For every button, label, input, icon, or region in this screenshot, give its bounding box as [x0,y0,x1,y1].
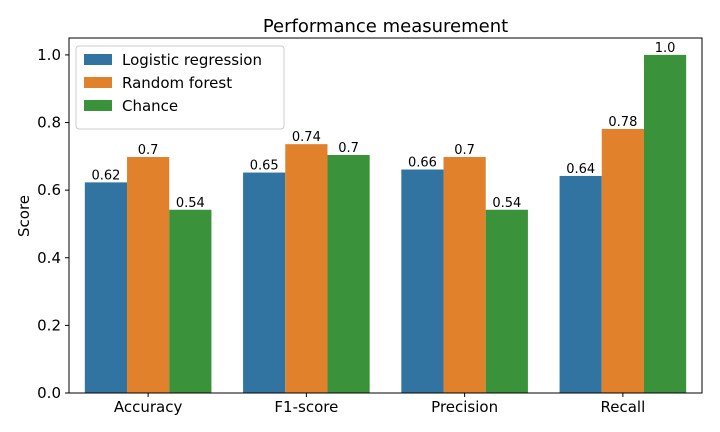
plot-frame [68,37,703,394]
bars-layer [84,54,687,394]
y-axis-label: Score [15,195,33,237]
bar-value-label: 0.74 [292,130,321,145]
bar-0-0 [84,182,128,393]
y-tick-label: 0.2 [37,316,61,334]
bar-2-2 [485,209,528,393]
bar-0-1 [127,157,170,393]
bar-value-label: 1.0 [655,41,676,56]
x-tick-label: Precision [431,398,498,416]
y-tick-label: 0.8 [37,114,61,132]
legend: Logistic regression Random forest Chance [75,45,285,130]
bar-3-0 [559,175,602,393]
bar-value-label: 0.54 [492,196,521,211]
bar-3-2 [643,54,687,394]
bar-2-0 [401,169,444,393]
axes-layer: 0.0 0.2 0.4 0.6 0.8 1.0 Accuracy F1-score Precis… [37,37,703,416]
y-tick-label: 0.6 [37,181,61,199]
bar-1-1 [285,144,328,393]
bar-value-label: 0.65 [250,159,279,174]
bar-value-label: 0.64 [566,162,595,177]
legend-entry-label: Chance [122,97,178,115]
bar-2-1 [443,157,486,393]
x-tick-label: F1-score [274,398,338,416]
y-tick-label: 0.4 [37,249,61,267]
bar-value-label: 0.62 [91,168,120,183]
legend-swatch [84,54,112,65]
bar-value-label: 0.54 [176,196,205,211]
bar-1-0 [243,172,286,393]
legend-entry-label: Logistic regression [122,51,262,69]
legend-swatch [84,77,112,88]
bar-value-label: 0.66 [408,156,437,171]
legend-swatch [84,100,112,111]
chart-title: Performance measurement [263,16,508,37]
bar-value-label: 0.7 [138,143,159,158]
x-tick-label: Accuracy [114,398,183,416]
y-tick-label: 0.0 [37,384,61,402]
bar-0-2 [169,209,212,393]
bar-value-label: 0.78 [608,115,637,130]
x-tick-label: Recall [600,398,645,416]
legend-entry-label: Random forest [122,74,232,92]
bar-3-1 [601,128,644,393]
y-tick-label: 1.0 [37,46,61,64]
bar-value-label: 0.7 [338,141,359,156]
bar-value-label: 0.7 [454,143,475,158]
bar-labels-layer: 0.62 0.7 0.54 0.65 0.74 0.7 0.66 0.7 0.54 0.64 0.7… [91,41,675,211]
legend-box [75,45,285,130]
bar-1-2 [327,154,370,393]
